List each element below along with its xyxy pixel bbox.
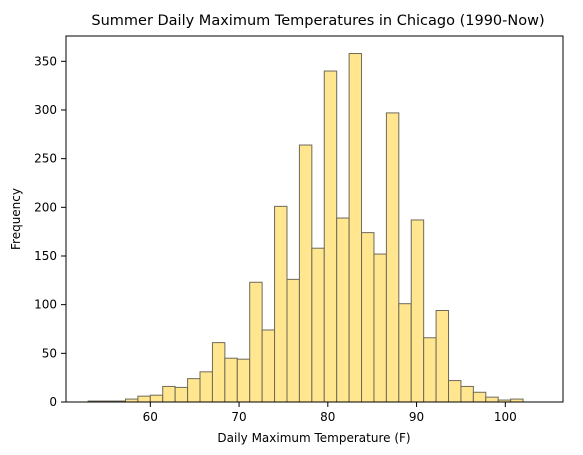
x-tick-label: 80 bbox=[320, 410, 335, 424]
y-axis-label: Frequency bbox=[9, 188, 23, 250]
y-tick-label: 100 bbox=[34, 298, 57, 312]
histogram-bar bbox=[187, 378, 201, 403]
x-axis-ticks: 60 70 80 90 100 bbox=[143, 402, 517, 424]
y-tick-label: 150 bbox=[34, 249, 57, 263]
histogram-bar bbox=[137, 395, 151, 403]
histogram-bar bbox=[199, 371, 213, 403]
y-tick-label: 50 bbox=[42, 346, 57, 360]
histogram-bar bbox=[361, 232, 375, 403]
histogram-bar bbox=[224, 357, 238, 403]
histogram-bar bbox=[448, 380, 462, 403]
histogram-bar bbox=[149, 394, 164, 403]
histogram-bar bbox=[274, 205, 288, 403]
histogram-bar bbox=[286, 278, 300, 403]
y-tick-label: 300 bbox=[34, 103, 57, 117]
histogram-bar bbox=[174, 386, 189, 403]
histogram-bar bbox=[460, 385, 474, 403]
histogram-bar bbox=[348, 53, 363, 403]
y-tick-label: 0 bbox=[49, 395, 57, 409]
x-tick-label: 60 bbox=[143, 410, 158, 424]
y-tick-label: 250 bbox=[34, 152, 57, 166]
histogram-bar bbox=[435, 310, 450, 403]
histogram-bar bbox=[398, 303, 412, 403]
histogram-bar bbox=[472, 391, 487, 403]
histogram-bar bbox=[410, 219, 425, 403]
y-tick-label: 350 bbox=[34, 54, 57, 68]
histogram-bar bbox=[261, 329, 276, 403]
x-tick-label: 90 bbox=[409, 410, 424, 424]
x-axis-label: Daily Maximum Temperature (F) bbox=[217, 431, 410, 445]
histogram-bar bbox=[373, 253, 387, 403]
histogram-bar bbox=[485, 396, 499, 403]
chart-title: Summer Daily Maximum Temperatures in Chi… bbox=[91, 13, 544, 29]
x-tick-label: 70 bbox=[231, 410, 246, 424]
histogram-bar bbox=[211, 342, 226, 403]
bars-group bbox=[87, 53, 524, 403]
y-tick-label: 200 bbox=[34, 200, 57, 214]
histogram-bar bbox=[162, 385, 176, 403]
histogram-bar bbox=[298, 144, 313, 403]
plot-frame bbox=[65, 35, 564, 403]
histogram-bar bbox=[385, 112, 400, 403]
histogram-bar bbox=[323, 70, 338, 403]
histogram-bar bbox=[423, 337, 437, 403]
histogram-bar bbox=[236, 358, 251, 403]
x-tick-label: 100 bbox=[494, 410, 517, 424]
histogram-bar bbox=[311, 247, 325, 403]
histogram-bar bbox=[249, 281, 263, 403]
y-axis-ticks: 0 50 100 150 200 250 300 350 bbox=[34, 54, 66, 409]
histogram-bar bbox=[336, 217, 350, 403]
